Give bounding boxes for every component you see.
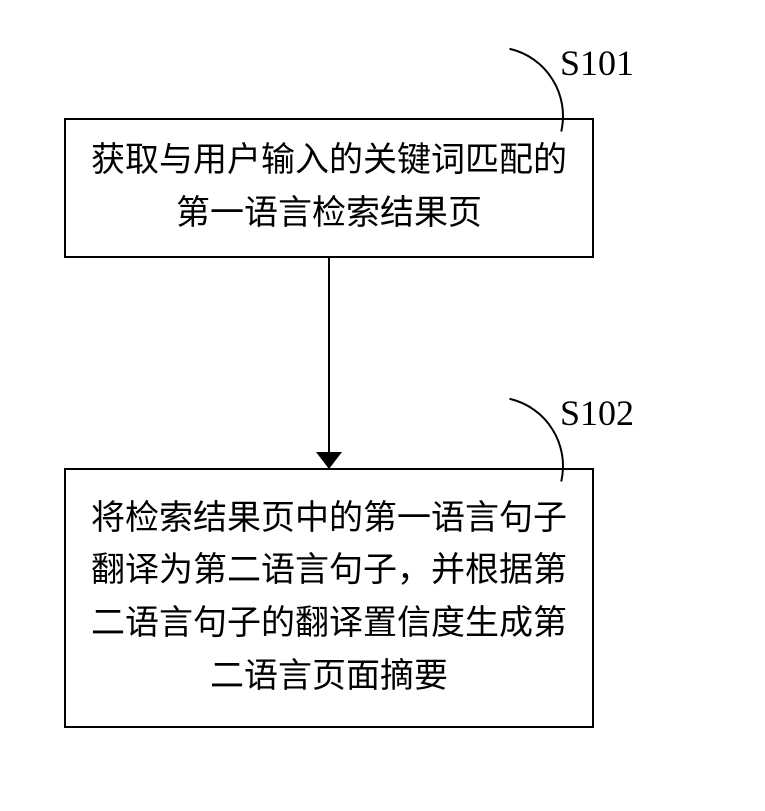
flowchart-canvas: 获取与用户输入的关键词匹配的第一语言检索结果页 将检索结果页中的第一语言句子翻译… <box>0 0 765 811</box>
step-label-s101: S101 <box>560 42 634 84</box>
flow-edge-s101-s102 <box>328 258 330 455</box>
step-label-s102: S102 <box>560 392 634 434</box>
flow-arrowhead-s101-s102 <box>316 452 342 469</box>
